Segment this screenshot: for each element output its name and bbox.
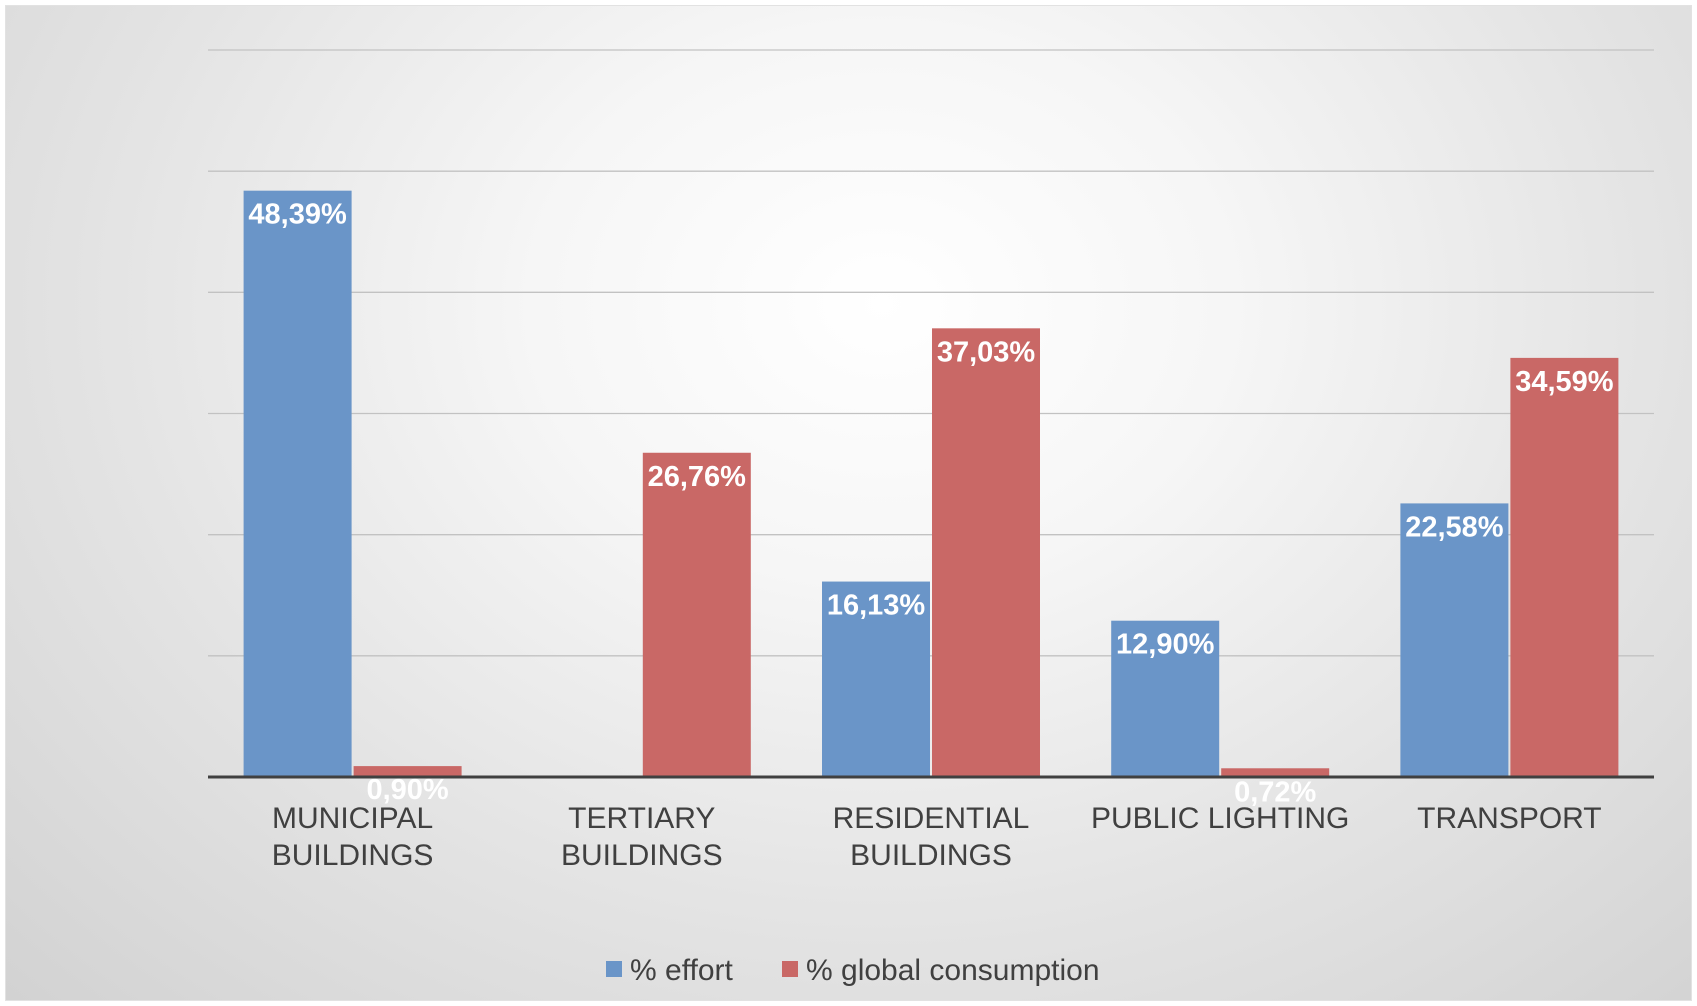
data-label: 0,90% [366, 774, 448, 806]
data-label: 22,58% [1405, 511, 1504, 543]
bar-effort [243, 190, 352, 777]
bar-global-consumption [932, 328, 1040, 777]
category-label: TERTIARY [568, 802, 715, 835]
data-label: 0,72% [1234, 776, 1316, 808]
legend-label: % effort [630, 954, 733, 987]
data-label: 16,13% [827, 590, 926, 622]
legend-swatch [782, 961, 798, 977]
category-label: BUILDINGS [561, 839, 723, 872]
bar-global-consumption [353, 766, 462, 777]
legend-label: % global consumption [806, 954, 1100, 987]
category-label: BUILDINGS [850, 839, 1012, 872]
category-label: RESIDENTIAL [833, 802, 1030, 835]
data-labels: 48,39% 0,90% 26,76% 16,13% 37,03% 12,90% 0,72%… [248, 199, 1613, 809]
category-label: BUILDINGS [272, 839, 434, 872]
bar-effort [1400, 503, 1509, 777]
data-label: 48,39% [248, 199, 347, 231]
bar-global-consumption [1510, 357, 1619, 777]
category-labels: MUNICIPAL BUILDINGS TERTIARY BUILDINGS RESID… [272, 802, 1602, 872]
bar-effort [1111, 620, 1220, 777]
data-label: 34,59% [1515, 366, 1614, 398]
legend: % effort % global consumption [606, 954, 1100, 987]
data-label: 12,90% [1116, 629, 1215, 661]
data-label: 26,76% [648, 461, 747, 493]
gridlines [208, 49, 1654, 657]
legend-swatch [606, 961, 622, 977]
bar-global-consumption [642, 452, 751, 777]
bar-effort [822, 581, 930, 777]
bar-global-consumption [1221, 768, 1330, 777]
category-label: MUNICIPAL [272, 802, 433, 835]
data-label: 37,03% [937, 336, 1036, 368]
category-label: TRANSPORT [1417, 802, 1601, 835]
category-label: PUBLIC LIGHTING [1091, 802, 1349, 835]
bars [243, 190, 1619, 777]
